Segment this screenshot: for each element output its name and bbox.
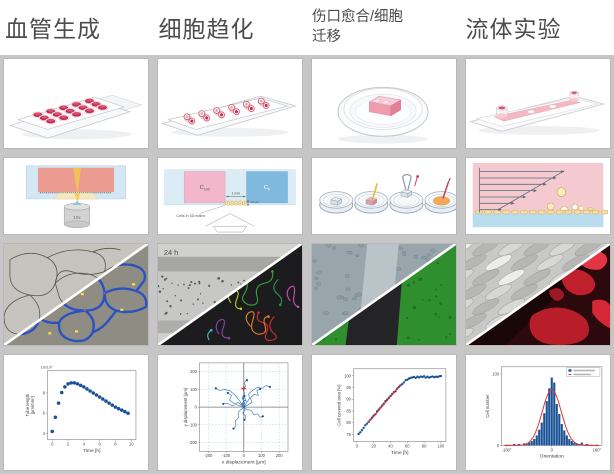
svg-text:2: 2 (67, 441, 70, 446)
cell-chemotaxis-schematic: C100 C0 1 mm 70 µm Cells in 3D matrix (157, 157, 303, 235)
svg-text:x displacement [µm]: x displacement [µm] (222, 460, 266, 466)
cell-covered-area-chart: 0 20 40 60 80 100 75 80 85 90 95 100 Time [h] Cell co… (337, 368, 447, 456)
svg-text:200: 200 (190, 369, 198, 374)
svg-text:Cell covered area [%]: Cell covered area [%] (337, 385, 342, 426)
flow-profile-schematic (472, 162, 609, 228)
svg-text:100: 100 (258, 453, 266, 458)
svg-text:200: 200 (276, 453, 284, 458)
cell-trajectory-chart: -200 -100 0 100 200 -200 -100 0 100 200 x displace… (157, 354, 303, 471)
svg-text:4: 4 (83, 441, 86, 446)
cell-flow-device (465, 58, 611, 149)
column-title-chemotaxis: 细胞趋化 (158, 16, 255, 42)
well-cross-section-schematic: 10x (26, 165, 126, 229)
cell-wound-healing-schematic (311, 157, 457, 235)
svg-text:85: 85 (346, 408, 351, 413)
svg-text:0: 0 (551, 447, 554, 452)
objective-magnification-label: 10x (73, 215, 81, 220)
svg-text:0: 0 (51, 441, 54, 446)
column-title-angiogenesis: 血管生成 (5, 16, 101, 42)
insert-workflow-schematic (319, 174, 456, 214)
cell-angiogenesis-device (3, 58, 149, 149)
cell-tracking-micrograph: 24 h (158, 244, 302, 345)
svg-text:-200: -200 (204, 453, 213, 458)
svg-text:4: 4 (43, 431, 46, 436)
zero-concentration-label: C0 (264, 185, 270, 191)
tube-length-chart: 0 2 4 6 8 10 4 6 8 Time [h] Tube length [µm/mm²] 10x… (25, 365, 137, 454)
column-title-flow-experiments: 流体实验 (465, 16, 562, 42)
svg-text:90: 90 (346, 397, 351, 402)
svg-text:100: 100 (492, 371, 500, 376)
svg-text:Cell number: Cell number (485, 394, 490, 418)
aligned-cells-micrograph (466, 244, 610, 345)
column-title-wound-healing-migration: 伤口愈合/细胞迁移 (312, 9, 404, 45)
svg-text:-100: -100 (189, 422, 198, 427)
cell-chemotaxis-micrograph: 24 h (157, 243, 303, 346)
svg-text:180°: 180° (593, 447, 602, 452)
cell-orientation-histogram: -180° 0 180° 0 100 Orientation Cell number (465, 354, 611, 471)
channel-height-label: 70 µm (250, 200, 259, 204)
svg-text:0: 0 (497, 443, 500, 448)
tube-network-micrograph (4, 244, 148, 345)
timepoint-label: 24 h (164, 248, 178, 257)
cell-covered-area-chart: 0 20 40 60 80 100 75 80 85 90 95 100 Time [h] Cell co… (311, 354, 457, 471)
svg-text:-100: -100 (222, 453, 231, 458)
wound-gap-micrograph (312, 244, 456, 345)
dish-with-culture-insert-illustration (337, 86, 429, 144)
svg-text:100: 100 (437, 443, 445, 448)
svg-text:Time [h]: Time [h] (391, 450, 409, 456)
svg-text:8: 8 (43, 390, 46, 395)
cell-angiogenesis-micrograph (3, 243, 149, 346)
svg-text:y displacement [µm]: y displacement [µm] (183, 388, 188, 426)
svg-text:40: 40 (388, 443, 393, 448)
svg-text:100: 100 (190, 387, 198, 392)
svg-text:10x10³: 10x10³ (41, 365, 53, 369)
svg-text:-200: -200 (189, 440, 198, 445)
cell-angiogenesis-schematic: 10x (3, 157, 149, 235)
angiogenesis-slide-illustration (9, 94, 143, 140)
svg-text:-180°: -180° (502, 447, 512, 452)
svg-text:80: 80 (422, 443, 427, 448)
svg-text:0: 0 (243, 453, 246, 458)
svg-text:Tube length: Tube length (25, 393, 30, 416)
svg-text:60: 60 (405, 443, 410, 448)
svg-text:10: 10 (129, 441, 134, 446)
cell-flow-schematic (465, 157, 611, 235)
svg-text:6: 6 (43, 411, 46, 416)
svg-text:Orientation: Orientation (540, 454, 564, 460)
svg-text:6: 6 (98, 441, 101, 446)
figure-grid: 10x C100 C0 1 mm 70 µm Cells in 3D matri… (0, 55, 614, 474)
displacement-trajectory-chart: -200 -100 0 100 200 -200 -100 0 100 200 x displace… (183, 362, 289, 466)
cell-tube-length-chart: 0 2 4 6 8 10 4 6 8 Time [h] Tube length [µm/mm²] 10x… (3, 354, 149, 471)
svg-text:95: 95 (346, 385, 351, 390)
svg-text:Time [h]: Time [h] (83, 448, 101, 454)
cell-wound-healing-micrograph (311, 243, 457, 346)
svg-text:80: 80 (346, 420, 351, 425)
high-concentration-label: C100 (200, 185, 210, 191)
svg-text:0: 0 (356, 443, 359, 448)
cell-wound-healing-device (311, 58, 457, 149)
flow-channel-slide-illustration (468, 90, 606, 135)
svg-text:100: 100 (344, 373, 352, 378)
svg-text:8: 8 (114, 441, 117, 446)
header-row: 血管生成 细胞趋化 伤口愈合/细胞迁移 流体实验 (0, 0, 614, 55)
svg-text:20: 20 (371, 443, 376, 448)
svg-text:75: 75 (346, 432, 351, 437)
cells-matrix-label: Cells in 3D matrix (176, 214, 205, 218)
svg-text:[µm/mm²]: [µm/mm²] (30, 396, 35, 414)
channel-width-label: 1 mm (231, 191, 240, 195)
cell-chemotaxis-device (157, 58, 303, 149)
cell-flow-micrograph (465, 243, 611, 346)
svg-text:0: 0 (195, 405, 198, 410)
chemotaxis-slide-illustration (161, 95, 298, 137)
chemotaxis-gradient-schematic: C100 C0 1 mm 70 µm Cells in 3D matrix (164, 169, 296, 233)
